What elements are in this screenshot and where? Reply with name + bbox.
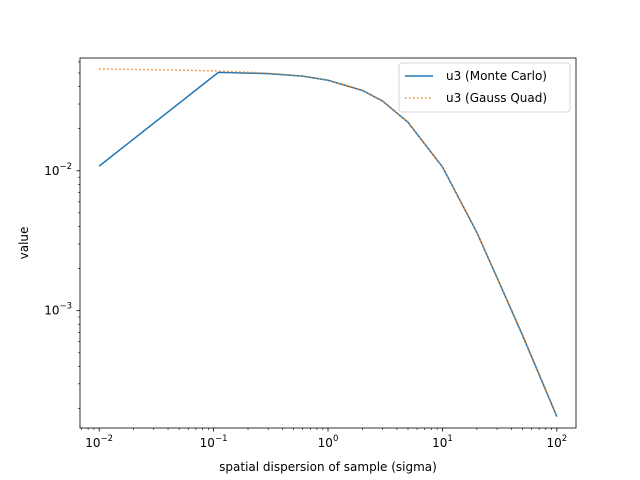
y-axis: 10−3 10−2 (44, 61, 80, 409)
plot-area (80, 58, 576, 428)
x-tick-label-2: 100 (318, 434, 339, 450)
y-tick-label-0: 10−3 (44, 302, 72, 318)
legend-box (398, 62, 571, 113)
legend-label-1: u3 (Gauss Quad) (446, 91, 547, 105)
legend-label-0: u3 (Monte Carlo) (446, 69, 547, 83)
x-tick-label-3: 101 (432, 434, 453, 450)
x-tick-label-4: 102 (547, 434, 568, 450)
x-axis: 10−2 10−1 100 101 102 (81, 428, 567, 450)
legend: u3 (Monte Carlo) u3 (Gauss Quad) (398, 62, 571, 113)
series-lines (98, 68, 558, 417)
series-line-1 (99, 68, 558, 417)
x-tick-label-0: 10−2 (85, 434, 113, 450)
x-axis-label: spatial dispersion of sample (sigma) (219, 460, 437, 474)
y-axis-label: value (17, 227, 31, 260)
y-tick-label-1: 10−2 (44, 162, 72, 178)
x-tick-label-1: 10−1 (200, 434, 228, 450)
